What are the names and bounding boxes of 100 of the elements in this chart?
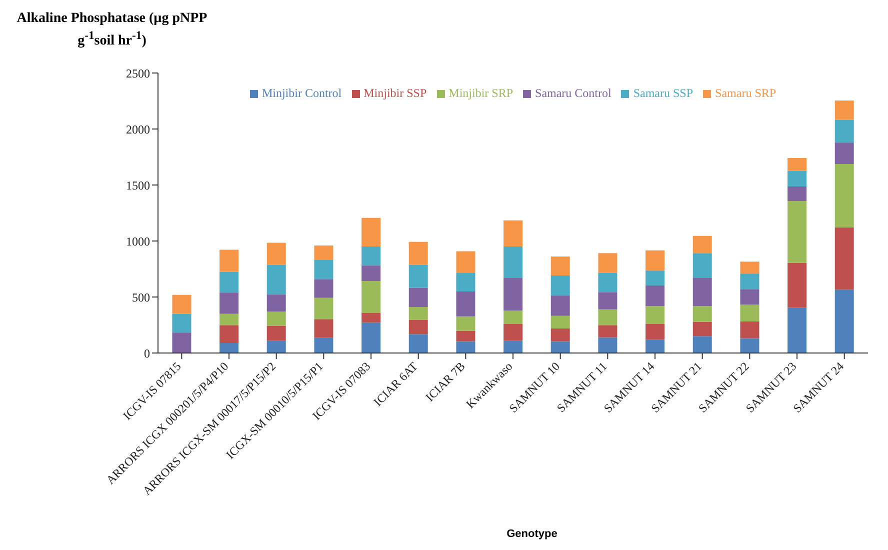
bar — [172, 314, 192, 332]
y-tick-label: 1500 — [126, 178, 150, 192]
y-tick-label: 2000 — [126, 122, 150, 136]
bar — [550, 295, 570, 316]
bar — [266, 312, 286, 326]
bar — [408, 320, 428, 334]
bar — [220, 343, 239, 353]
bar — [834, 100, 854, 120]
bar — [550, 275, 570, 296]
bar — [362, 280, 381, 314]
bar — [408, 288, 428, 307]
bar — [834, 142, 854, 164]
bar — [692, 278, 712, 306]
bar — [788, 262, 807, 308]
bar — [314, 298, 334, 320]
bar — [220, 292, 239, 314]
bar — [220, 250, 239, 272]
bar — [646, 285, 665, 306]
bar — [740, 304, 760, 322]
bar — [456, 273, 476, 292]
bar — [266, 294, 286, 312]
y-tick-label: 1000 — [126, 234, 150, 248]
legend-label: Samaru Control — [535, 86, 612, 100]
bar — [740, 338, 760, 353]
bar — [408, 306, 428, 320]
bar — [456, 341, 476, 353]
legend-label: Minjibir SRP — [448, 86, 514, 100]
bar — [220, 314, 239, 326]
bar — [598, 337, 618, 353]
y-tick-label: 500 — [132, 290, 150, 304]
bar — [692, 253, 712, 278]
y-tick-label: 2500 — [126, 66, 150, 80]
bar — [504, 246, 523, 278]
bar — [598, 325, 618, 338]
bar — [834, 164, 854, 228]
bar — [646, 306, 665, 324]
bar — [266, 326, 286, 341]
bar — [504, 310, 523, 324]
bar — [788, 158, 807, 171]
bar — [598, 292, 618, 310]
legend-label: Samaru SRP — [715, 86, 776, 100]
bar — [646, 250, 665, 270]
bar — [550, 328, 570, 342]
bar — [456, 316, 476, 331]
bar — [646, 270, 665, 286]
bar — [456, 251, 476, 274]
bar — [172, 294, 192, 314]
bar — [692, 306, 712, 322]
bar — [788, 201, 807, 263]
bar — [504, 220, 523, 246]
bar — [314, 319, 334, 338]
bar — [362, 322, 381, 353]
bar — [740, 322, 760, 338]
legend-label: Samaru SSP — [633, 86, 694, 100]
bar — [692, 322, 712, 336]
bar — [550, 316, 570, 328]
bar — [408, 242, 428, 265]
bar — [266, 242, 286, 265]
bar — [692, 336, 712, 353]
bar — [788, 170, 807, 186]
legend-label: Minjibir Control — [262, 86, 342, 100]
bar — [740, 262, 760, 274]
y-axis-title: Alkaline Phosphatase (µg pNPP g$^{-1}$soil hr$^{-1}$) — [16, 10, 208, 50]
bar — [266, 340, 286, 353]
bar — [362, 246, 381, 266]
bar — [504, 340, 523, 353]
bar — [362, 265, 381, 281]
bar — [550, 341, 570, 353]
bar — [834, 289, 854, 353]
bar — [598, 309, 618, 326]
bar — [692, 236, 712, 254]
bar — [408, 264, 428, 288]
bar — [456, 330, 476, 342]
bar — [266, 264, 286, 294]
bar — [220, 325, 239, 344]
bar — [740, 289, 760, 305]
bar — [646, 324, 665, 340]
legend-label: Minjibir SSP — [364, 86, 427, 100]
x-axis-title: Genotype — [506, 528, 558, 540]
bar — [220, 272, 239, 292]
bar — [362, 313, 381, 322]
bar — [788, 308, 807, 353]
bar — [314, 338, 334, 353]
y-tick-label: 0 — [144, 346, 150, 360]
bar — [834, 227, 854, 290]
bar — [834, 120, 854, 142]
bar — [550, 256, 570, 276]
bar — [408, 334, 428, 353]
bar — [788, 186, 807, 202]
bar — [740, 273, 760, 290]
bar — [504, 278, 523, 311]
bar — [646, 339, 665, 353]
bar — [598, 272, 618, 292]
bar — [504, 324, 523, 341]
bar — [456, 292, 476, 316]
bar — [362, 218, 381, 246]
bar — [172, 332, 192, 353]
bar — [314, 279, 334, 298]
bar — [314, 260, 334, 280]
bar — [314, 245, 334, 260]
